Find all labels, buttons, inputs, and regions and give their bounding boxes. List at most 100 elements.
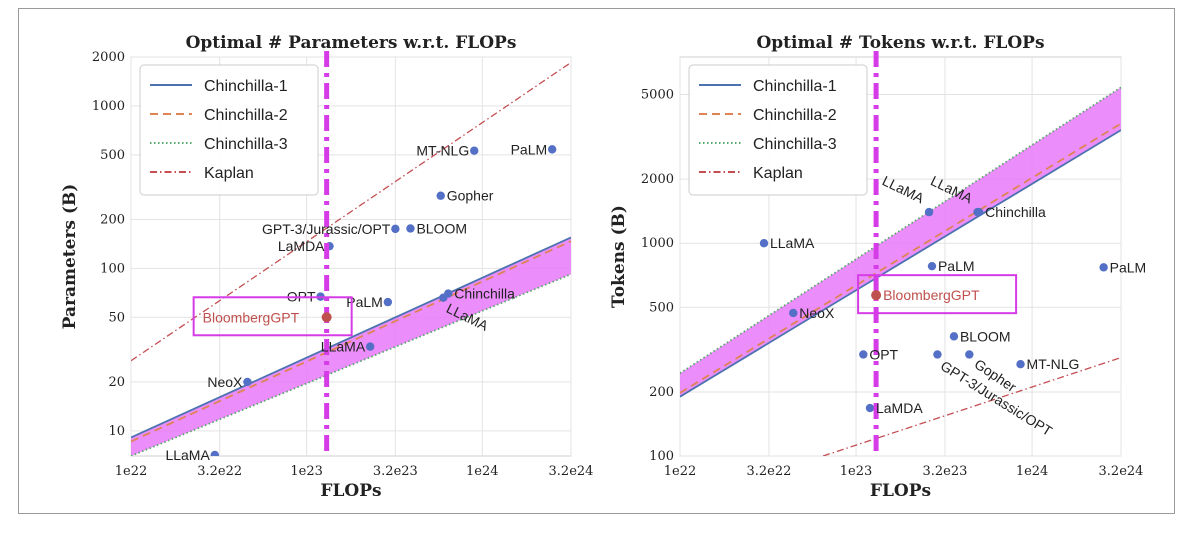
- x-tick-label: 1e24: [466, 464, 499, 479]
- bloomberggpt-label: BloombergGPT: [883, 287, 980, 303]
- legend-box: [139, 64, 319, 196]
- legend-label: Chinchilla-3: [753, 136, 837, 153]
- data-point-label: NeoX: [207, 374, 243, 390]
- legend-label: Chinchilla-1: [204, 78, 288, 95]
- chinchilla-band: [680, 87, 1121, 397]
- x-tick-label: 3.2e23: [373, 464, 418, 479]
- x-tick-label: 3.2e24: [1099, 464, 1144, 479]
- chinchilla-band: [131, 237, 571, 456]
- data-point: [391, 224, 400, 234]
- data-point: [933, 350, 942, 359]
- y-tick-label: 1000: [641, 236, 674, 251]
- data-point: [789, 308, 798, 318]
- data-point: [759, 239, 769, 248]
- x-tick-label: 1e24: [1016, 464, 1049, 479]
- data-point-label: LLaMA: [165, 447, 210, 463]
- y-tick-label: 500: [649, 300, 674, 315]
- x-tick-label: 3.2e24: [549, 464, 594, 479]
- data-point: [865, 403, 875, 413]
- series-line-kaplan: [131, 61, 571, 362]
- series-line-chinchilla-1: [131, 236, 571, 439]
- legend: Chinchilla-1 Chinchilla-2 Chinchilla-3 Kapl…: [139, 64, 319, 196]
- data-point: [365, 342, 375, 351]
- data-point-label: BLOOM: [416, 220, 467, 236]
- data-point-label: Gopher: [447, 188, 494, 204]
- bloomberggpt-point: [871, 290, 882, 301]
- y-tick-label: 1000: [92, 99, 125, 114]
- data-point: [859, 350, 868, 359]
- figure-canvas: MT-NLG PaLM Gopher GPT-3/Jurassic/OPT BLOOM L…: [60, 33, 1147, 501]
- y-tick-label: 50: [108, 310, 125, 325]
- x-tick-label: 1e23: [840, 464, 873, 479]
- data-point: [927, 261, 937, 271]
- legend-label: Chinchilla-2: [753, 107, 837, 124]
- series-line-chinchilla-1: [680, 129, 1121, 398]
- y-tick-label: 200: [649, 385, 674, 400]
- y-tick-label: 200: [100, 212, 125, 227]
- y-tick-label: 100: [100, 261, 125, 276]
- x-tick-label: 1e22: [664, 464, 697, 479]
- x-tick-label: 3.2e22: [746, 464, 791, 479]
- y-tick-label: 10: [108, 424, 125, 439]
- chart-title: Optimal # Parameters w.r.t. FLOPs: [186, 33, 517, 53]
- data-point-label: LLaMA: [321, 339, 366, 355]
- figure-frame: MT-NLG PaLM Gopher GPT-3/Jurassic/OPT BLOOM L…: [18, 8, 1175, 514]
- data-point-label: Chinchilla: [454, 286, 515, 302]
- series-line-chinchilla-2: [131, 240, 571, 443]
- data-point: [406, 224, 415, 233]
- y-tick-label: 500: [100, 148, 125, 163]
- data-point-label: BLOOM: [960, 328, 1011, 344]
- legend: Chinchilla-1 Chinchilla-2 Chinchilla-3 Kapl…: [688, 64, 868, 196]
- x-tick-label: 3.2e23: [923, 464, 968, 479]
- y-axis-label: Tokens (B): [609, 205, 629, 308]
- series-line-chinchilla-2: [680, 122, 1121, 394]
- x-axis-label: FLOPs: [320, 481, 381, 501]
- legend-label: Kaplan: [204, 165, 254, 182]
- data-point-label: MT-NLG: [1027, 356, 1080, 372]
- legend-label: Chinchilla-2: [204, 107, 288, 124]
- data-point: [547, 145, 557, 154]
- y-tick-label: 20: [108, 375, 125, 390]
- data-point: [210, 450, 219, 456]
- data-point-label: LaMDA: [876, 400, 923, 416]
- y-axis-label: Parameters (B): [60, 184, 80, 330]
- data-point-label: Chinchilla: [985, 204, 1046, 220]
- x-axis-label: FLOPs: [870, 481, 931, 501]
- x-tick-label: 1e22: [115, 464, 148, 479]
- bloomberggpt-point: [321, 312, 332, 323]
- data-point-label: PaLM: [511, 141, 548, 157]
- chart-panel-1: MT-NLG PaLM Gopher GPT-3/Jurassic/OPT BLOOM L…: [60, 33, 593, 501]
- chart-title: Optimal # Tokens w.r.t. FLOPs: [756, 33, 1044, 53]
- data-point: [1016, 360, 1025, 369]
- data-point: [974, 207, 984, 217]
- data-point: [1099, 263, 1108, 272]
- series-line-kaplan: [822, 356, 1121, 456]
- data-point: [436, 191, 445, 200]
- highlight-box: [857, 274, 1018, 315]
- highlight-box: [192, 296, 353, 337]
- data-point: [924, 207, 934, 217]
- y-tick-label: 5000: [641, 87, 674, 102]
- data-point-label: NeoX: [799, 305, 835, 321]
- x-tick-label: 3.2e22: [197, 464, 242, 479]
- series-line-chinchilla-3: [131, 273, 571, 456]
- plot-content: [680, 86, 1121, 456]
- legend-label: Chinchilla-3: [204, 136, 288, 153]
- data-point-label: MT-NLG: [416, 143, 469, 159]
- data-point-label: PaLM: [938, 258, 975, 274]
- legend-label: Kaplan: [753, 165, 803, 182]
- data-point-label: PaLM: [346, 294, 383, 310]
- y-tick-label: 2000: [641, 172, 674, 187]
- data-point-label: PaLM: [1110, 259, 1147, 275]
- data-point-label: LLaMA: [770, 235, 815, 251]
- data-point-label: LaMDA: [278, 238, 325, 254]
- data-point-label: OPT: [869, 346, 898, 362]
- y-tick-label: 2000: [92, 50, 125, 65]
- bloomberggpt-label: BloombergGPT: [203, 309, 300, 325]
- data-point: [965, 350, 974, 359]
- y-tick-label: 100: [649, 449, 674, 464]
- legend-label: Chinchilla-1: [753, 78, 837, 95]
- data-point: [470, 146, 479, 155]
- x-tick-label: 1e23: [290, 464, 323, 479]
- data-point: [383, 297, 393, 307]
